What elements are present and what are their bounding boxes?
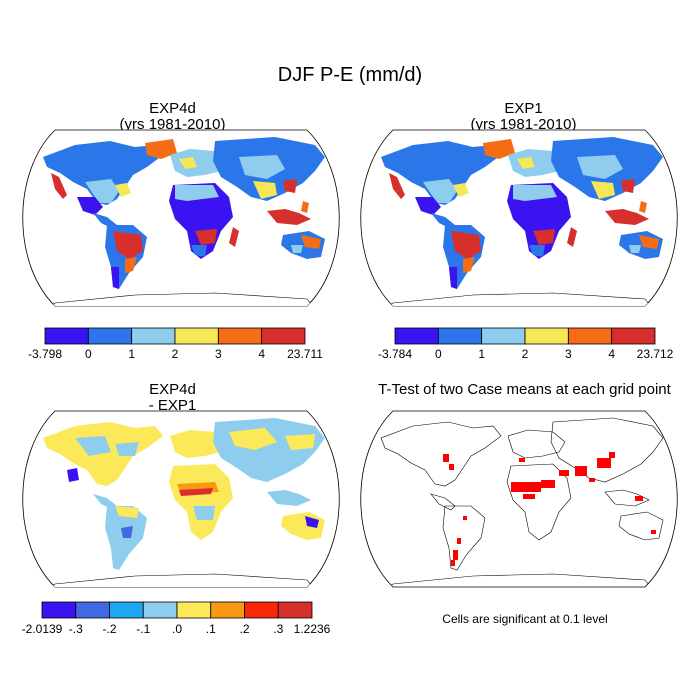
colorbar-swatch [261, 327, 306, 345]
colorbar-swatch [611, 327, 656, 345]
colorbar-tick-label: .2 [239, 622, 249, 636]
colorbar-tick-label: 2 [522, 347, 529, 361]
colorbar-swatch [524, 327, 569, 345]
map-exp1 [360, 129, 678, 307]
panel-2-title: EXP1 (yrs 1981-2010) [411, 101, 636, 133]
colorbar-tick-label: 4 [258, 347, 265, 361]
significance-note: Cells are significant at 0.1 level [442, 612, 608, 626]
colorbar-tick-label: 0 [85, 347, 92, 361]
colorbar-tick-label: -.2 [102, 622, 116, 636]
colorbar-swatch [481, 327, 526, 345]
colorbar-swatch [437, 327, 483, 345]
colorbar-tick-label: 3 [215, 347, 222, 361]
panel-2-name: EXP1 [504, 100, 543, 117]
colorbar-tick-label: 1 [128, 347, 135, 361]
map-difference [22, 410, 340, 588]
colorbar-difference: -2.0139 -.3 -.2 -.1 .0 .1 .2 .3 1.2236 [22, 601, 331, 636]
colorbar-swatch [44, 327, 89, 345]
colorbar-swatch [217, 327, 263, 345]
figure-title: DJF P-E (mm/d) [277, 64, 423, 86]
land-fill [43, 418, 325, 587]
colorbar-swatch [109, 601, 144, 619]
colorbar-swatch [210, 601, 245, 619]
panel-3-subtitle: - EXP1 [148, 397, 197, 414]
colorbar-swatch [41, 601, 77, 619]
colorbar-swatch [131, 327, 176, 345]
panel-3-title: EXP4d - EXP1 [60, 382, 285, 414]
colorbar-tick-label: 23.711 [287, 347, 323, 361]
colorbar-tick-label: 23.712 [637, 347, 674, 361]
colorbar-swatch [277, 601, 313, 619]
colorbar-tick-label: -.3 [69, 622, 83, 636]
colorbar-tick-label: 1.2236 [294, 622, 331, 636]
colorbar-tick-label: .0 [172, 622, 182, 636]
land-fill [381, 137, 663, 306]
colorbar-swatch [87, 327, 133, 345]
colorbar-swatch [75, 601, 110, 619]
panel-1-years: (yrs 1981-2010) [119, 116, 226, 133]
colorbar-swatch [394, 327, 439, 345]
colorbar-swatch [567, 327, 613, 345]
colorbar-swatch [174, 327, 219, 345]
colorbar-tick-label: 4 [608, 347, 615, 361]
colorbar-tick-label: -3.784 [378, 347, 412, 361]
panel-3-name: EXP4d [149, 381, 196, 398]
colorbar-tick-label: -3.798 [28, 347, 62, 361]
land-fill [43, 137, 325, 306]
map-exp4d [22, 129, 340, 307]
colorbar-tick-label: 1 [478, 347, 485, 361]
coastlines [380, 417, 664, 587]
significant-cells [443, 452, 656, 566]
colorbar-tick-label: 3 [565, 347, 572, 361]
colorbar-swatch [176, 601, 212, 619]
panel-1-name: EXP4d [149, 100, 196, 117]
panel-2-years: (yrs 1981-2010) [470, 116, 577, 133]
colorbar-tick-label: .3 [273, 622, 283, 636]
map-frame [360, 410, 678, 588]
colorbar-exp4d: -3.798 0 1 2 3 4 23.711 [28, 327, 323, 361]
colorbar-tick-label: .1 [206, 622, 216, 636]
colorbar-exp1: -3.784 0 1 2 3 4 23.712 [378, 327, 674, 361]
panel-4-title: T-Test of two Case means at each grid po… [378, 381, 671, 398]
colorbar-swatch [142, 601, 178, 619]
colorbar-tick-label: -.1 [136, 622, 150, 636]
colorbar-tick-label: -2.0139 [22, 622, 63, 636]
colorbar-tick-label: 0 [435, 347, 442, 361]
colorbar-tick-label: 2 [172, 347, 179, 361]
panel-1-title: EXP4d (yrs 1981-2010) [60, 101, 285, 133]
map-ttest [360, 410, 678, 588]
colorbar-swatch [244, 601, 279, 619]
